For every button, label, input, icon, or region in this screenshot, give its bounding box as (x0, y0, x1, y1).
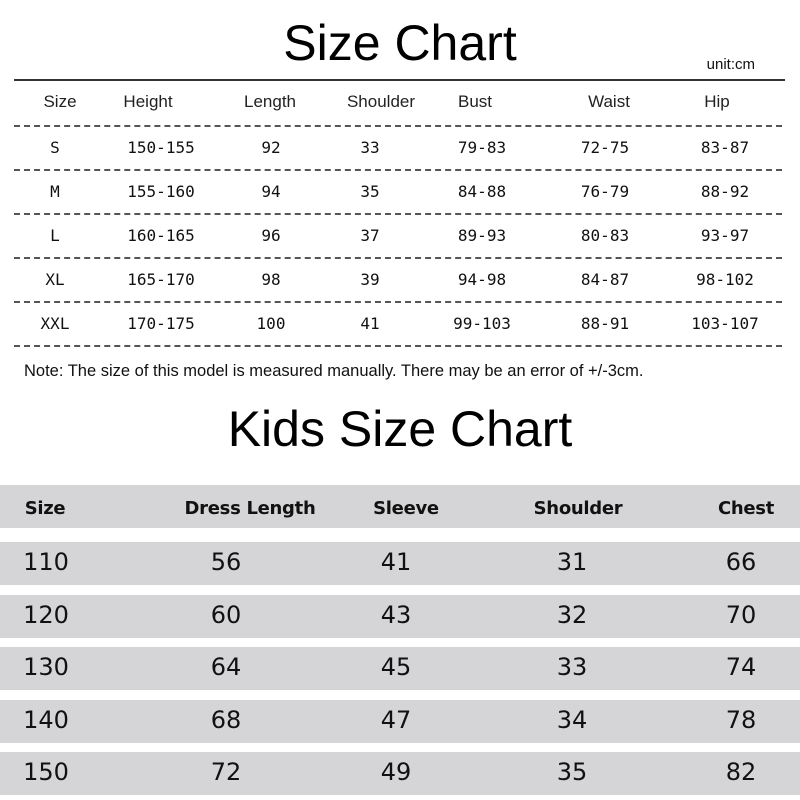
adult-cell: 100 (256, 314, 286, 333)
kids-cell: 110 (23, 548, 69, 576)
adult-cell: 98 (261, 270, 281, 289)
adult-cell: 35 (360, 182, 380, 201)
unit-label: unit:cm (706, 56, 755, 73)
dashed-divider (14, 125, 782, 127)
adult-cell: 92 (261, 138, 281, 157)
kids-cell: 60 (210, 600, 242, 629)
kids-cell: 31 (556, 548, 588, 576)
adult-cell: 39 (360, 270, 380, 289)
adult-cell: XXL (40, 314, 70, 333)
row-band (0, 699, 800, 743)
kids-cell: 43 (380, 600, 412, 629)
adult-cell: 33 (360, 138, 380, 157)
kids-cell: 32 (556, 600, 588, 629)
kids-header-cell: Size (24, 498, 66, 519)
kids-cell: 140 (23, 705, 69, 734)
kids-cell: 70 (725, 600, 757, 629)
adult-header-cell: Waist (588, 92, 630, 111)
row-band (0, 647, 800, 690)
adult-header-cell: Length (244, 92, 296, 111)
kids-cell: 82 (725, 758, 757, 786)
row-band (0, 542, 800, 585)
row-band (0, 752, 800, 795)
adult-cell: 94-98 (457, 270, 507, 289)
adult-cell: 170-175 (127, 314, 195, 333)
adult-cell: 93-97 (700, 226, 750, 245)
measurement-note: Note: The size of this model is measured… (24, 362, 644, 380)
adult-header-cell: Bust (457, 92, 493, 111)
size-chart-title: Size Chart (283, 15, 517, 71)
adult-cell: 99-103 (453, 314, 511, 333)
adult-cell: S (50, 138, 60, 157)
row-band (0, 594, 800, 638)
dashed-divider (14, 301, 782, 303)
adult-cell: 79-83 (457, 138, 507, 157)
kids-header-cell: Dress Length (184, 498, 316, 519)
kids-header-cell: Shoulder (533, 498, 623, 519)
kids-header-cell: Chest (717, 498, 775, 519)
kids-cell: 130 (23, 653, 69, 681)
adult-cell: 84-87 (580, 270, 630, 289)
kids-cell: 64 (210, 653, 242, 681)
adult-cell: 96 (261, 226, 281, 245)
kids-cell: 49 (380, 758, 412, 786)
adult-cell: M (50, 182, 60, 201)
adult-cell: 84-88 (457, 182, 507, 201)
adult-cell: 103-107 (691, 314, 759, 333)
kids-cell: 150 (23, 758, 69, 786)
adult-cell: 76-79 (580, 182, 630, 201)
adult-cell: 88-91 (580, 314, 630, 333)
adult-cell: 89-93 (457, 226, 507, 245)
adult-cell: 165-170 (127, 270, 195, 289)
kids-cell: 35 (556, 758, 588, 786)
kids-cell: 45 (380, 653, 412, 681)
header-rule (14, 79, 785, 81)
dashed-divider (14, 257, 782, 259)
adult-header-cell: Size (43, 92, 77, 111)
adult-header-cell: Shoulder (346, 92, 416, 111)
dashed-divider (14, 213, 782, 215)
adult-cell: 41 (360, 314, 380, 333)
adult-cell: 98-102 (696, 270, 754, 289)
kids-cell: 74 (725, 653, 757, 681)
adult-cell: 160-165 (127, 226, 195, 245)
adult-cell: 83-87 (700, 138, 750, 157)
kids-header-cell: Sleeve (373, 498, 439, 519)
dashed-divider (14, 345, 782, 347)
adult-header-cell: Height (123, 92, 173, 111)
adult-cell: L (50, 226, 60, 245)
adult-cell: 155-160 (127, 182, 195, 201)
dashed-divider (14, 169, 782, 171)
kids-cell: 72 (210, 758, 242, 786)
kids-size-chart-title: Kids Size Chart (227, 401, 573, 457)
adult-cell: 37 (360, 226, 380, 245)
kids-cell: 34 (556, 705, 588, 734)
kids-header-band (0, 485, 800, 528)
adult-cell: 88-92 (700, 182, 750, 201)
kids-cell: 33 (556, 653, 588, 681)
kids-cell: 78 (725, 705, 757, 734)
kids-cell: 120 (23, 600, 69, 629)
adult-header-cell: Hip (704, 92, 730, 111)
adult-cell: 150-155 (127, 138, 195, 157)
kids-cell: 41 (380, 548, 412, 576)
adult-cell: 94 (261, 182, 281, 201)
adult-cell: 72-75 (580, 138, 630, 157)
kids-cell: 66 (725, 548, 757, 576)
adult-cell: 80-83 (580, 226, 630, 245)
adult-cell: XL (45, 270, 65, 289)
kids-cell: 56 (210, 548, 242, 576)
kids-cell: 68 (210, 705, 242, 734)
kids-cell: 47 (380, 705, 412, 734)
